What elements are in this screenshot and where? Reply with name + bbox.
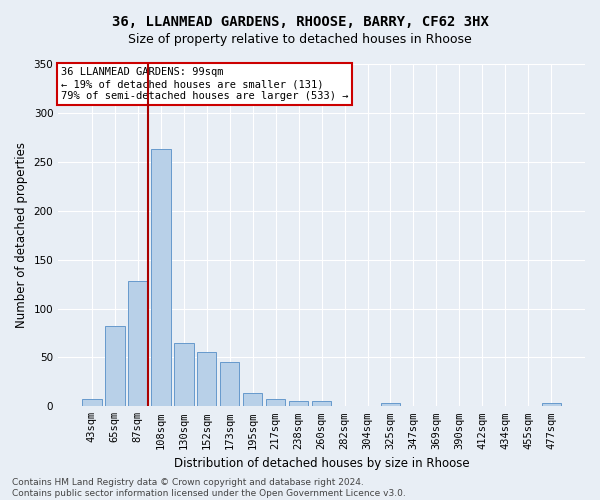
Bar (289, 402, 308, 406)
Bar (128, 281, 148, 406)
Bar (82, 400, 101, 406)
Bar (220, 362, 239, 406)
Bar (197, 352, 217, 406)
Bar (243, 392, 262, 406)
Bar (266, 400, 286, 406)
Bar (174, 342, 194, 406)
X-axis label: Distribution of detached houses by size in Rhoose: Distribution of detached houses by size … (174, 457, 469, 470)
Text: Size of property relative to detached houses in Rhoose: Size of property relative to detached ho… (128, 32, 472, 46)
Bar (312, 402, 331, 406)
Text: 36 LLANMEAD GARDENS: 99sqm
← 19% of detached houses are smaller (131)
79% of sem: 36 LLANMEAD GARDENS: 99sqm ← 19% of deta… (61, 68, 349, 100)
Bar (542, 404, 561, 406)
Text: Contains HM Land Registry data © Crown copyright and database right 2024.
Contai: Contains HM Land Registry data © Crown c… (12, 478, 406, 498)
Bar (105, 326, 125, 406)
Y-axis label: Number of detached properties: Number of detached properties (15, 142, 28, 328)
Text: 36, LLANMEAD GARDENS, RHOOSE, BARRY, CF62 3HX: 36, LLANMEAD GARDENS, RHOOSE, BARRY, CF6… (112, 15, 488, 29)
Bar (381, 404, 400, 406)
Bar (151, 149, 170, 406)
